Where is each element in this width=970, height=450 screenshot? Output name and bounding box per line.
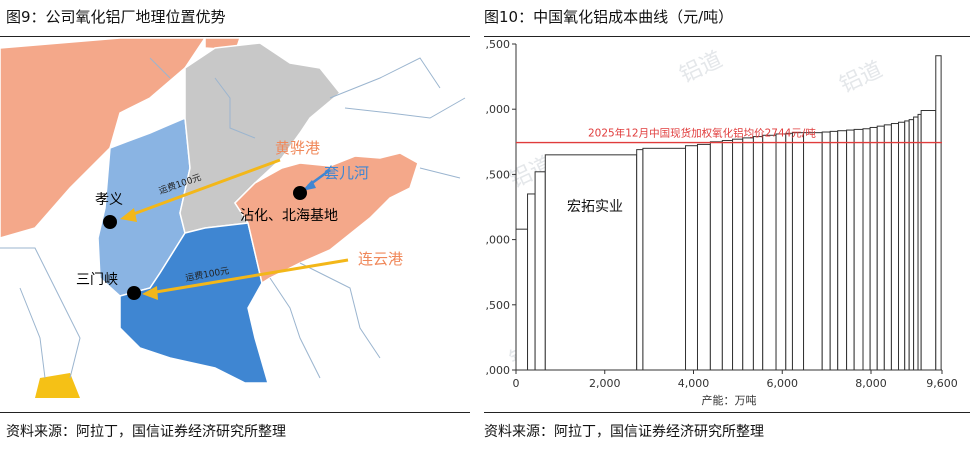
cost-bar: [869, 126, 878, 371]
title-rule: [484, 36, 970, 37]
region-yellow: [35, 373, 80, 398]
region-west-orange: [0, 38, 206, 239]
figure-title: 图9：公司氧化铝厂地理位置优势: [6, 8, 226, 26]
plant-dot-xiaoyi: [103, 215, 117, 229]
x-tick-label: 9,600: [926, 377, 958, 390]
y-tick-label: ,000: [486, 234, 511, 247]
x-tick-label: 2,000: [589, 377, 621, 390]
plant-dot-sanmenxia: [127, 286, 141, 300]
cost-bar: [908, 119, 915, 371]
cost-bar: [935, 55, 942, 371]
cost-bar: [721, 139, 734, 371]
cost-bar: [785, 132, 793, 371]
label-zhanhua-plant: 沾化、北海基地: [240, 207, 338, 224]
y-tick-label: ,500: [486, 38, 511, 51]
chart-axes: ,000 ,500 ,000 ,500 ,000 ,500 0 2,000 4,000 6,000…: [486, 38, 958, 407]
boundary-lines: [0, 57, 466, 379]
source-rule: [484, 412, 970, 413]
label-sanmenxia-plant: 三门峡: [76, 272, 118, 288]
cost-bar: [829, 130, 839, 371]
source-rule: [0, 412, 470, 413]
arrow-head-icon: [142, 286, 158, 300]
cost-bar: [898, 121, 906, 371]
y-tick-label: ,500: [486, 168, 511, 181]
arrow-lianyungang-sanmenxia: [149, 258, 349, 295]
cost-bar: [775, 133, 787, 371]
cost-bar: [696, 143, 711, 371]
cost-curve-chart: 铝道 铝道 铝道 铝道 铝道 ,000,500,000,500,000,5000…: [484, 38, 970, 410]
label-huanghua-port: 黄骅港: [275, 139, 320, 157]
cost-bar: [791, 132, 805, 371]
cost-bar: [732, 138, 744, 371]
cost-bar: [883, 124, 892, 371]
cost-bar: [544, 154, 638, 371]
figure-source: 资料来源：阿拉丁，国信证券经济研究所整理: [6, 424, 286, 440]
reference-line-label: 2025年12月中国现货加权氧化铝均价2744元/吨: [588, 127, 816, 140]
plant-dot-zhanhua: [293, 186, 307, 200]
y-tick-label: ,000: [486, 103, 511, 116]
x-tick-label: 8,000: [855, 377, 887, 390]
cost-bar: [837, 130, 848, 371]
y-tick-label: ,000: [486, 364, 511, 377]
cost-bar: [685, 145, 698, 371]
region-darkblue: [119, 222, 269, 384]
cost-bar: [742, 137, 754, 371]
cost-bar: [876, 125, 885, 371]
figure-title: 图10：中国氧化铝成本曲线（元/吨）: [484, 8, 734, 26]
cost-bar: [846, 129, 855, 371]
cost-bar: [642, 147, 687, 371]
x-axis-label: 产能：万吨: [702, 393, 757, 407]
x-tick-label: 6,000: [767, 377, 799, 390]
cost-bar: [890, 123, 900, 371]
chart-bars: [515, 55, 942, 371]
x-tick-label: 0: [513, 377, 520, 390]
cost-bar: [515, 228, 529, 371]
river-arrow-head-icon: [302, 180, 316, 191]
label-taoer-river: 套儿河: [324, 164, 369, 182]
cost-bar: [904, 120, 910, 371]
cost-bar: [853, 128, 864, 371]
right-figure-panel: 图10：中国氧化铝成本曲线（元/吨） 铝道 铝道 铝道 铝道 铝道 ,000,5…: [484, 0, 970, 450]
freight-arrows: [127, 158, 349, 295]
cost-bar: [803, 132, 823, 371]
label-xiaoyi-plant: 孝义: [95, 192, 123, 208]
cost-bar: [709, 141, 723, 371]
cost-bar: [636, 149, 644, 371]
cost-bar: [862, 128, 871, 371]
arrow-huanghua-xiaoyi: [127, 158, 281, 218]
figure-source: 资料来源：阿拉丁，国信证券经济研究所整理: [484, 424, 764, 440]
cost-bar: [762, 134, 777, 371]
cost-bar: [913, 116, 919, 371]
annotation-hongtuo: 宏拓实业: [567, 199, 623, 215]
left-figure-panel: 图9：公司氧化铝厂地理位置优势: [0, 0, 470, 450]
arrow-head-icon: [120, 208, 137, 222]
cost-bar: [527, 193, 536, 371]
label-lianyungang-port: 连云港: [358, 250, 403, 268]
cost-bar: [821, 131, 831, 371]
region-gray: [179, 42, 342, 234]
x-tick-label: 4,000: [678, 377, 710, 390]
location-map: 黄骅港 连云港 套儿河 孝义 三门峡 沾化、北海基地 运费100元 运费100元: [0, 38, 470, 398]
cost-bar: [534, 171, 546, 371]
cost-bar: [752, 136, 764, 371]
cost-bar: [920, 110, 937, 371]
title-rule: [0, 36, 470, 37]
y-tick-label: ,500: [486, 299, 511, 312]
